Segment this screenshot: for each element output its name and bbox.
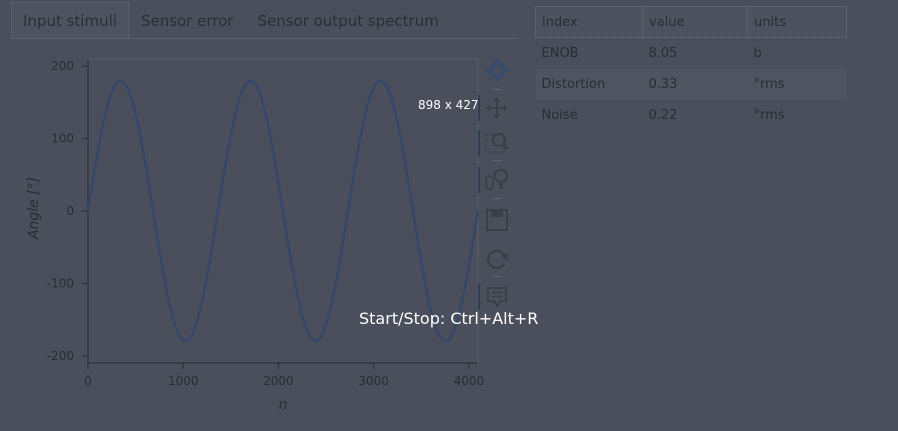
tab-sensor-error[interactable]: Sensor error: [140, 11, 234, 30]
save-icon[interactable]: [482, 205, 512, 235]
cell-index: ENOB: [541, 46, 579, 61]
table-row[interactable]: ENOB 8.05 b: [536, 38, 847, 70]
table-header-row: index value units: [535, 6, 847, 38]
toolbar-separator: [492, 198, 502, 199]
cell-units: °rms: [753, 108, 785, 123]
cell-index: Distortion: [535, 69, 643, 100]
hover-icon[interactable]: [478, 282, 512, 312]
x-tick-label: 3000: [358, 374, 389, 388]
table-row[interactable]: Distortion 0.33 °rms: [535, 69, 847, 100]
reset-icon[interactable]: [482, 244, 512, 274]
angle-chart[interactable]: -200 -100 0 100 200 0 1000 2000 3000 4000 Angle …: [0, 40, 520, 427]
y-tick-label: 100: [51, 132, 74, 146]
toolbar-separator: [492, 160, 502, 161]
toolbar-separator: [492, 89, 502, 90]
y-tick-label: -200: [47, 349, 74, 363]
x-tick-label: 4000: [454, 374, 485, 388]
tab-sensor-output-spectrum[interactable]: Sensor output spectrum: [257, 11, 439, 30]
toolbar-separator: [492, 276, 502, 277]
size-overlay-label: 898 x 427: [418, 98, 479, 112]
column-header-units[interactable]: units: [747, 6, 847, 38]
tab-input-stimuli[interactable]: Input stimuli: [11, 2, 129, 38]
recording-hint: Start/Stop: Ctrl+Alt+R: [359, 309, 539, 328]
x-tick-label: 1000: [168, 374, 199, 388]
y-tick-label: -100: [47, 276, 74, 290]
cell-value: 0.33: [642, 69, 748, 100]
x-tick-label: 2000: [263, 374, 294, 388]
y-tick-label: 0: [66, 204, 74, 218]
bokeh-logo-icon[interactable]: [482, 55, 512, 85]
cell-index: Noise: [541, 108, 578, 123]
table-row[interactable]: Noise 0.22 °rms: [536, 100, 847, 131]
pan-icon[interactable]: [478, 93, 512, 123]
cell-units: b: [753, 46, 762, 61]
series-line: [86, 79, 480, 343]
x-axis-label: n: [279, 397, 288, 413]
column-header-index[interactable]: index: [535, 6, 643, 38]
wheel-zoom-icon[interactable]: [478, 165, 512, 195]
cell-value: 0.22: [648, 108, 678, 123]
plot-panel[interactable]: -200 -100 0 100 200 0 1000 2000 3000 4000 Angle …: [0, 40, 520, 427]
x-tick-label: 0: [84, 374, 92, 388]
cell-units: °rms: [747, 69, 847, 100]
y-tick-label: 200: [51, 59, 74, 73]
metrics-table: index value units ENOB 8.05 b Distortion…: [535, 6, 847, 131]
tab-bar: Input stimuli Sensor error Sensor output…: [11, 2, 519, 39]
box-zoom-icon[interactable]: [478, 128, 512, 158]
plot-toolbar: [478, 52, 516, 322]
column-header-value[interactable]: value: [642, 6, 748, 38]
y-axis-label: Angle [°]: [26, 177, 42, 240]
cell-value: 8.05: [648, 46, 678, 61]
